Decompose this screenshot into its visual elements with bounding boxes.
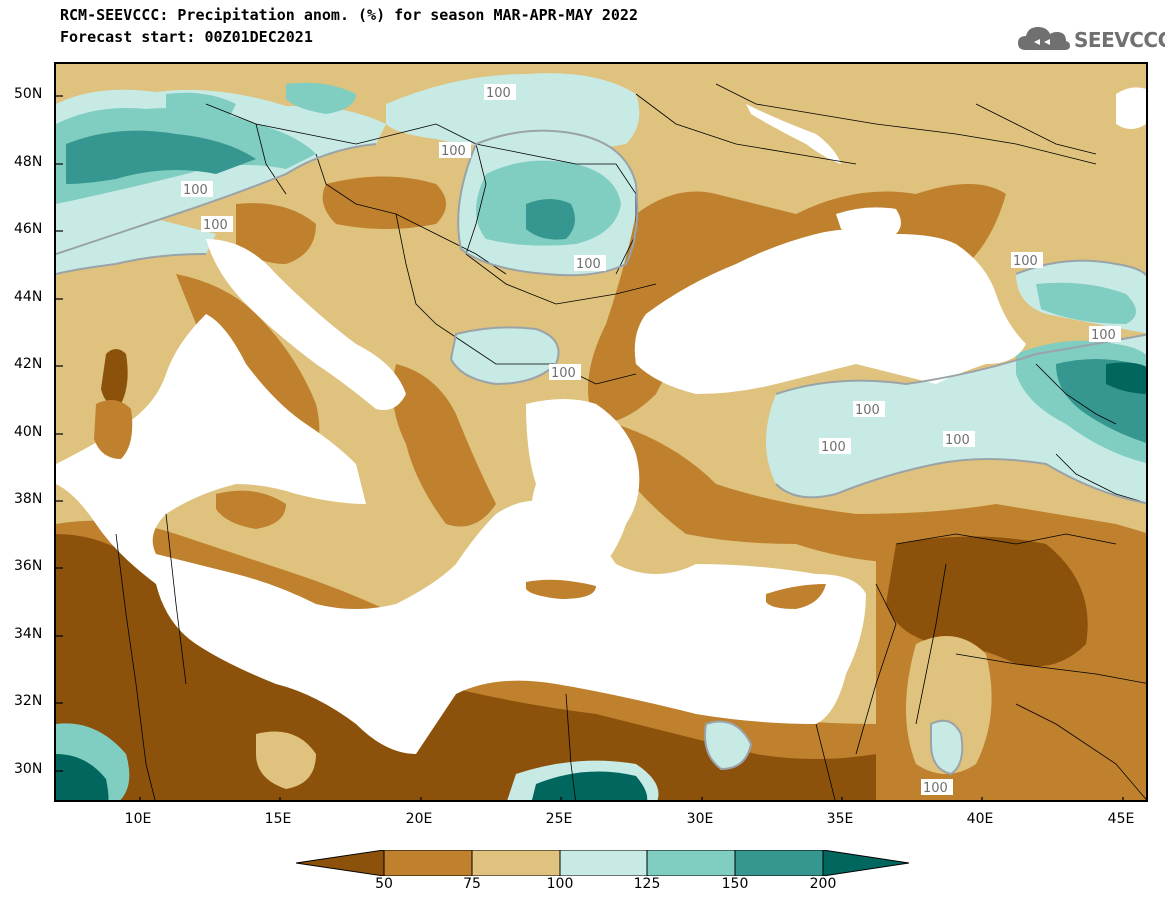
contour-label: 100 [441,144,466,159]
reservoir [746,104,841,164]
anomaly-75-100-region [256,731,316,789]
colorbar-label: 200 [809,876,837,892]
contour-label-bg [1011,252,1043,268]
lon-label: 30E [686,811,714,827]
lat-label: 30N [14,761,43,777]
contour-label-bg [921,779,953,795]
lat-label: 32N [14,693,43,709]
contour-label-bg [549,364,581,380]
contour-label-group: 100 100 100 100 100 100 100 100 100 100 … [181,84,1121,796]
anomaly-75-100-region [906,636,992,774]
anomaly-100-125-region [451,327,559,384]
contour-label-bg [484,84,516,100]
colorbar-label: 50 [375,876,393,892]
lon-label: 40E [966,811,994,827]
lat-label: 44N [14,289,43,305]
colorbar-label: 150 [721,876,749,892]
colorbar-segment-75-100 [471,850,561,876]
lon-label: 15E [264,811,292,827]
anomaly-above-200-region [56,754,109,800]
anomaly-125-150-region [286,82,356,114]
lon-label: 45E [1107,811,1135,827]
island [526,579,596,599]
anomaly-100-125-region [56,210,216,274]
lat-label: 48N [14,154,43,170]
anomaly-100-125-region [705,721,751,769]
contour-label-bg [1089,326,1121,342]
colorbar-segment-50-75 [383,850,473,876]
map-canvas: 100 100 100 100 100 100 100 100 100 100 … [56,64,1146,800]
contour-label-bg [181,181,213,197]
contour-label-bg [439,142,471,158]
lat-label: 40N [14,424,43,440]
anomaly-100-125-region [386,73,640,149]
black-sea [634,229,1026,394]
mediterranean-sea [56,314,866,754]
colorbar-segment-150-200 [734,850,824,876]
lon-label: 35E [826,811,854,827]
colorbar-label: 75 [463,876,481,892]
anomaly-50-75-region [392,364,496,527]
contour-label: 100 [183,183,208,198]
contour-label-bg [574,255,606,271]
lat-label: 46N [14,221,43,237]
anomaly-50-75-region [236,203,316,264]
contour-label: 100 [1091,328,1116,343]
chart-title: RCM-SEEVCCC: Precipitation anom. (%) for… [60,6,638,24]
lat-label: 36N [14,558,43,574]
lat-label: 34N [14,626,43,642]
colorbar [296,850,910,876]
contour-label: 100 [486,86,511,101]
anomaly-map: 100 100 100 100 100 100 100 100 100 100 … [54,62,1148,802]
island [216,490,286,529]
contour-label-bg [943,431,975,447]
contour-label-bg [819,438,851,454]
contour-label: 100 [923,781,948,796]
lat-label: 42N [14,356,43,372]
contour-label: 100 [551,366,576,381]
anomaly-100-125-region [931,720,963,774]
aegean-sea [526,399,640,574]
colorbar-segment-below-50 [296,850,385,876]
colorbar-segment-100-125 [559,850,648,876]
contour-label: 100 [945,433,970,448]
seevccc-logo: SEEVCCC [1016,22,1165,54]
colorbar-segment-125-150 [646,850,736,876]
lon-label: 20E [405,811,433,827]
anomaly-above-200-region [532,771,648,800]
contour-label-bg [201,216,233,232]
contour-label: 100 [203,218,228,233]
anomaly-150-200-region [66,130,256,184]
island [766,584,826,609]
cloud-icon [1018,27,1070,50]
map-ticks [56,95,1124,800]
lat-label: 50N [14,86,43,102]
anomaly-above-200-region [1106,362,1146,394]
anomaly-50-75-region [322,176,446,229]
sea-of-azov [836,207,901,236]
contour-label-bg [853,401,885,417]
anomaly-125-150-region [166,92,236,124]
colorbar-label: 100 [546,876,574,892]
logo-text: SEEVCCC [1074,28,1165,52]
lon-label: 25E [545,811,573,827]
country-borders [115,83,1146,800]
island [94,400,133,459]
colorbar-label: 125 [633,876,661,892]
adriatic-sea [206,239,406,410]
anomaly-150-200-region [526,199,575,240]
lon-label: 10E [124,811,152,827]
anomaly-below-50-region [886,536,1088,667]
lat-label: 38N [14,491,43,507]
contour-label: 100 [821,440,846,455]
contour-label: 100 [855,403,880,418]
island [101,349,128,405]
colorbar-segment-above-200 [822,850,910,876]
contour-label: 100 [1013,254,1038,269]
lake [1116,87,1146,129]
contour-label: 100 [576,257,601,272]
anomaly-125-150-region [1036,282,1136,324]
forecast-start: Forecast start: 00Z01DEC2021 [60,28,313,46]
